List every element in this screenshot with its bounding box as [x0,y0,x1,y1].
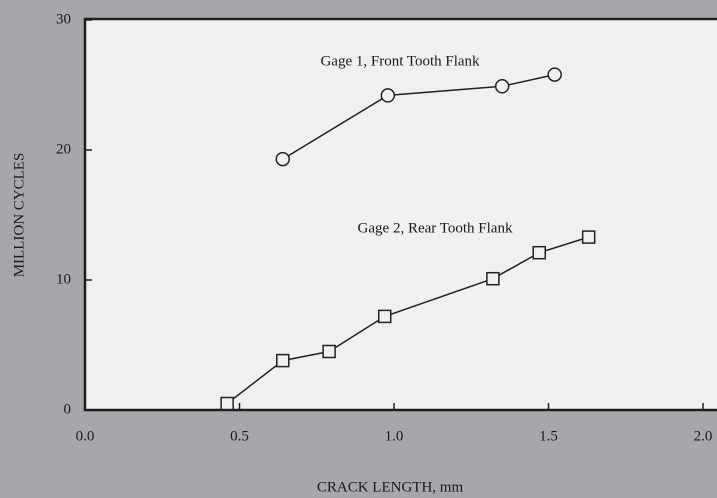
x-axis-label: CRACK LENGTH, mm [317,479,464,495]
marker [532,245,546,260]
marker [581,230,596,244]
marker [486,271,500,286]
y-tick-label: 20 [56,141,71,157]
x-tick-label: 2.0 [694,428,713,444]
x-tick-label: 1.5 [539,428,558,444]
y-axis-label: MILLION CYCLES [11,153,27,278]
y-tick-label: 0 [64,401,72,417]
annotation: Gage 2, Rear Tooth Flank [358,220,513,236]
x-tick-label: 1.0 [385,428,404,444]
plot-area [83,17,717,412]
x-tick-label: 0.5 [230,428,249,444]
marker [380,88,396,103]
marker [322,344,336,359]
marker [494,79,510,94]
marker [377,309,392,324]
y-tick-label: 10 [56,271,71,287]
line [282,73,555,160]
marker [276,353,290,368]
marker [275,151,291,167]
marker [547,67,562,82]
marker [220,396,234,411]
annotation: Gage 1, Front Tooth Flank [320,53,480,69]
x-tick-label: 0.0 [76,428,95,444]
y-tick-label: 30 [56,11,71,27]
